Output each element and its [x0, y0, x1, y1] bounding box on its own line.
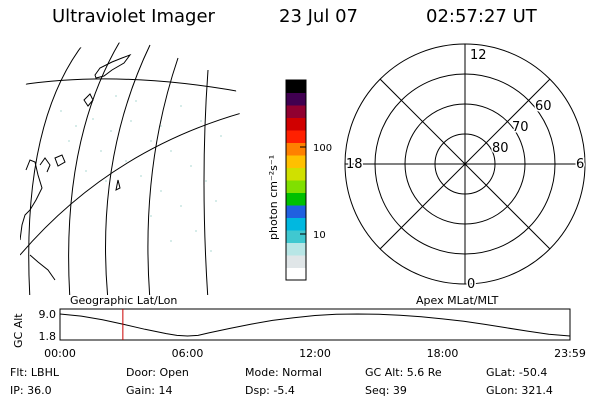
glon-value: GLon: 321.4	[486, 384, 553, 397]
colorbar-cell	[286, 155, 306, 168]
mlt-label-12: 12	[470, 48, 487, 63]
meridian-line	[203, 69, 209, 295]
y-tick-label: 9.0	[39, 308, 57, 321]
colorbar-cell	[286, 192, 306, 206]
flt-value: Flt: LBHL	[10, 366, 59, 379]
colorbar-cell	[286, 180, 306, 193]
coastline	[20, 159, 43, 241]
chart-ylabel: GC Alt	[12, 313, 25, 348]
polar-title: Apex MLat/MLT	[416, 294, 499, 307]
seq-value: Seq: 39	[365, 384, 407, 397]
x-tick-label: 00:00	[44, 347, 76, 360]
meridian-line	[105, 44, 151, 295]
mlt-label-18: 18	[346, 157, 363, 172]
colorbar-cell	[286, 205, 306, 218]
coastline	[29, 254, 56, 281]
meridian-line	[28, 40, 89, 295]
date-label: 23 Jul 07	[279, 6, 358, 27]
colorbar-cell	[286, 167, 306, 181]
x-tick-label: 23:59	[554, 347, 586, 360]
mlt-diagonal	[379, 78, 551, 250]
dsp-value: Dsp: -5.4	[245, 384, 295, 397]
ip-value: IP: 36.0	[10, 384, 52, 397]
altitude-line	[59, 313, 571, 337]
colorbar-cell	[286, 130, 306, 143]
x-tick-label: 06:00	[172, 347, 204, 360]
latitude-line	[20, 78, 243, 93]
latitude-line	[20, 111, 246, 256]
colorbar-tick-label-100: 100	[313, 143, 332, 154]
colorbar-cell	[286, 255, 306, 268]
y-tick-label: 1.8	[39, 330, 57, 343]
aurora-speckle	[60, 95, 222, 252]
coastline	[115, 179, 121, 191]
door-value: Door: Open	[126, 366, 189, 379]
meridian-line	[147, 57, 179, 295]
colorbar-cell	[286, 117, 306, 131]
mlat-label-80: 80	[492, 141, 509, 156]
coastline	[39, 157, 51, 173]
colorbar-cell	[286, 142, 306, 156]
coastline	[94, 53, 132, 79]
colorbar-cell	[286, 230, 306, 243]
instrument-title: Ultraviolet Imager	[52, 6, 215, 27]
colorbar-label: photon cm⁻²s⁻¹	[267, 155, 280, 240]
x-tick-label: 12:00	[299, 347, 331, 360]
map-title: Geographic Lat/Lon	[70, 294, 178, 307]
mlt-label-0: 0	[467, 277, 475, 292]
colorbar-cell	[286, 267, 306, 281]
gain-value: Gain: 14	[126, 384, 173, 397]
mlt-label-6: 6	[576, 157, 584, 172]
x-tick-label: 18:00	[427, 347, 459, 360]
colorbar-cell	[286, 92, 306, 106]
coastline	[83, 93, 94, 107]
colorbar-frame	[285, 79, 307, 281]
colorbar-tick-label-10: 10	[313, 230, 326, 241]
time-label: 02:57:27 UT	[426, 6, 537, 27]
meridian-line	[68, 40, 123, 295]
glat-value: GLat: -50.4	[486, 366, 548, 379]
colorbar-cell	[286, 242, 306, 256]
gcalt-value: GC Alt: 5.6 Re	[365, 366, 442, 379]
chart-frame	[59, 308, 571, 341]
colorbar-cell	[286, 217, 306, 231]
mlat-label-70: 70	[512, 120, 529, 135]
coastline	[54, 154, 66, 167]
mode-value: Mode: Normal	[245, 366, 322, 379]
mlat-label-60: 60	[535, 99, 552, 114]
colorbar-cell	[286, 105, 306, 118]
colorbar-cell	[286, 80, 306, 93]
